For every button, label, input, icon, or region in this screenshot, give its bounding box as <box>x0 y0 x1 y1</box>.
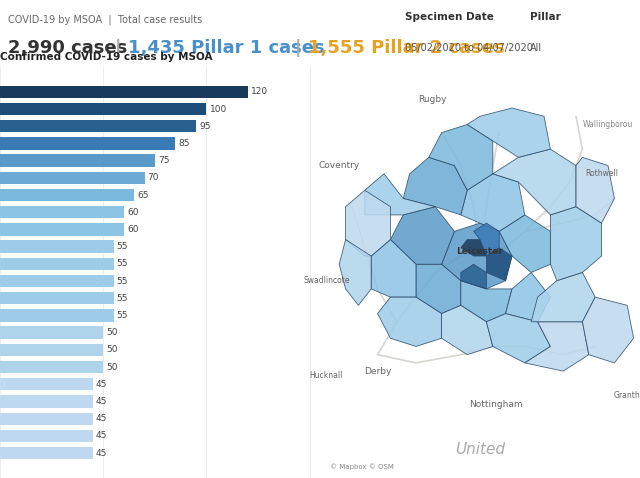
Text: 05/02/2020 to 04/07/2020: 05/02/2020 to 04/07/2020 <box>405 43 533 53</box>
Text: 55: 55 <box>116 260 128 268</box>
Text: Pillar: Pillar <box>530 12 561 22</box>
Text: 50: 50 <box>106 328 118 337</box>
Bar <box>0 240 113 253</box>
Text: Derby: Derby <box>364 367 391 376</box>
Text: © Mapbox © OSM: © Mapbox © OSM <box>330 463 394 470</box>
Bar <box>0 413 93 425</box>
Text: 1,555 Pillar 2 cases: 1,555 Pillar 2 cases <box>308 39 504 57</box>
Bar <box>0 189 134 201</box>
Text: Nottingham: Nottingham <box>469 400 523 409</box>
Text: Rugby: Rugby <box>418 95 446 104</box>
Bar <box>0 223 124 236</box>
Bar <box>0 137 175 150</box>
Bar <box>0 361 103 373</box>
Text: 45: 45 <box>96 397 108 406</box>
Bar <box>0 103 207 115</box>
Text: 50: 50 <box>106 346 118 354</box>
Text: |: | <box>115 39 122 57</box>
Bar <box>0 86 248 98</box>
Text: Granth: Granth <box>614 391 640 400</box>
Text: 95: 95 <box>199 122 211 130</box>
Text: 55: 55 <box>116 311 128 320</box>
Bar <box>0 292 113 304</box>
Text: 60: 60 <box>127 208 138 217</box>
Bar <box>0 395 93 408</box>
Text: 45: 45 <box>96 432 108 440</box>
Bar <box>0 120 196 132</box>
Bar <box>0 378 93 391</box>
Text: 2,990 cases: 2,990 cases <box>8 39 127 57</box>
Text: 45: 45 <box>96 380 108 389</box>
Text: Leicester: Leicester <box>456 248 504 256</box>
Text: Hucknall: Hucknall <box>310 371 343 380</box>
Bar <box>0 275 113 287</box>
Bar <box>0 309 113 322</box>
Text: 50: 50 <box>106 363 118 371</box>
Text: 45: 45 <box>96 449 108 457</box>
Text: Specimen Date: Specimen Date <box>405 12 494 22</box>
Text: 65: 65 <box>138 191 148 199</box>
Text: Confirmed COVID-19 cases by MSOA: Confirmed COVID-19 cases by MSOA <box>0 52 212 62</box>
Bar <box>0 154 155 167</box>
Text: 70: 70 <box>148 174 159 182</box>
Bar <box>0 430 93 442</box>
Text: 60: 60 <box>127 225 138 234</box>
Bar <box>0 172 145 184</box>
Bar <box>0 258 113 270</box>
Text: 55: 55 <box>116 277 128 285</box>
Text: United: United <box>455 442 505 456</box>
Text: 85: 85 <box>179 139 190 148</box>
Text: 120: 120 <box>251 87 268 96</box>
Text: Wallingborou: Wallingborou <box>583 120 633 129</box>
Text: Coventry: Coventry <box>319 161 360 170</box>
Text: 55: 55 <box>116 294 128 303</box>
Text: Rothwell: Rothwell <box>585 169 618 178</box>
Bar <box>0 447 93 459</box>
Text: 100: 100 <box>209 105 227 113</box>
Text: Swadlincote: Swadlincote <box>303 276 349 285</box>
Text: 45: 45 <box>96 414 108 423</box>
Text: All: All <box>530 43 542 53</box>
Text: 1,435 Pillar 1 cases: 1,435 Pillar 1 cases <box>128 39 324 57</box>
Text: |: | <box>295 39 301 57</box>
Text: 75: 75 <box>158 156 170 165</box>
Text: 55: 55 <box>116 242 128 251</box>
Bar <box>0 344 103 356</box>
Bar <box>0 326 103 339</box>
Bar <box>0 206 124 218</box>
Text: COVID-19 by MSOA  |  Total case results: COVID-19 by MSOA | Total case results <box>8 15 202 25</box>
